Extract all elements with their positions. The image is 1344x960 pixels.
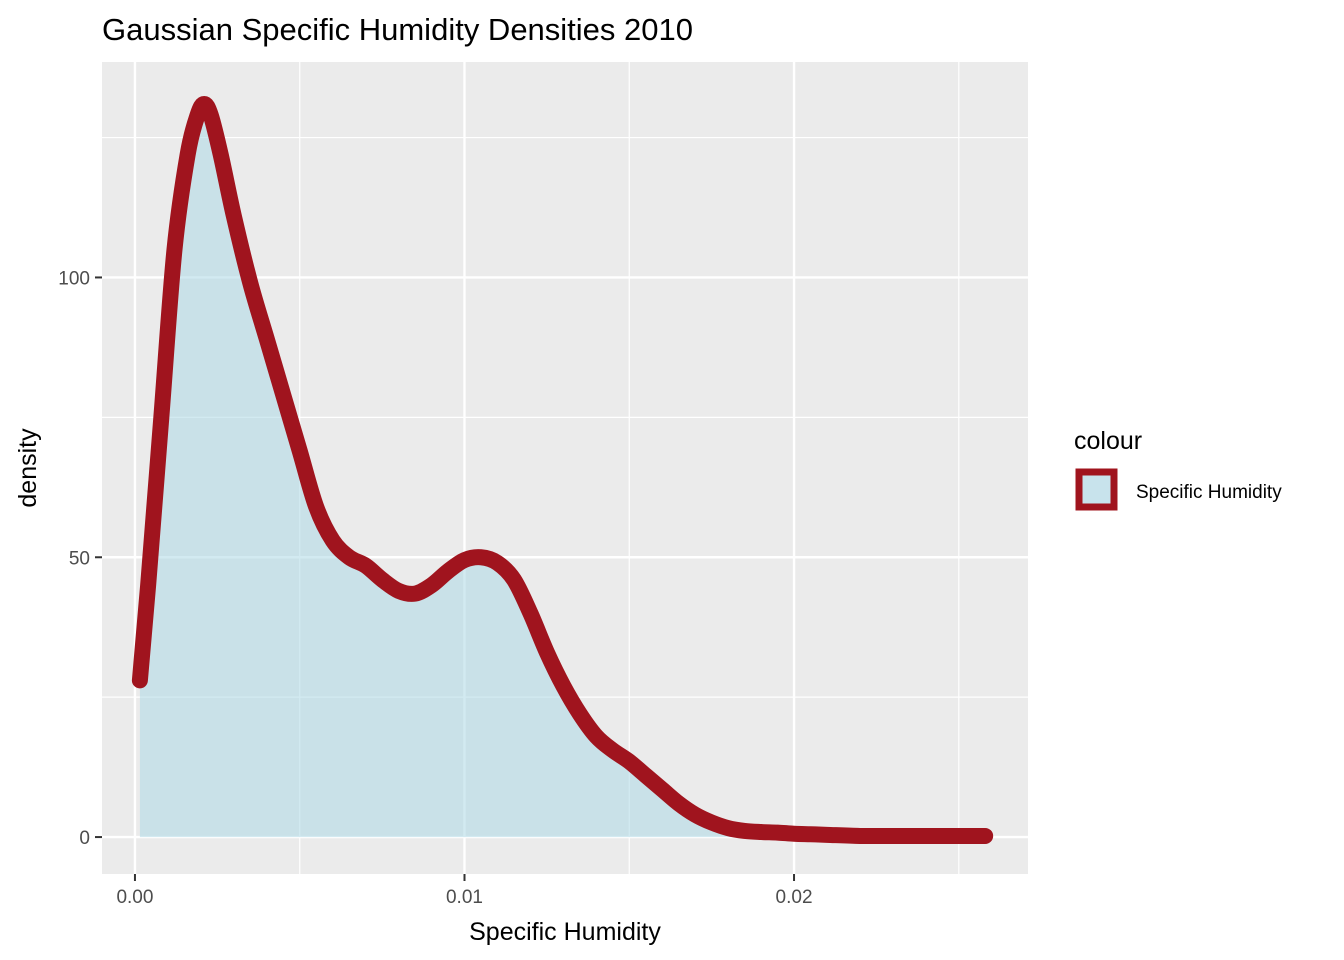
y-axis: 0 50 100: [58, 268, 102, 849]
density-curve-line: [131, 95, 994, 845]
x-tick-label: 0.00: [116, 887, 153, 908]
y-tick-label: 0: [79, 828, 90, 849]
y-tick-label: 50: [69, 548, 90, 569]
legend-title: colour: [1074, 427, 1142, 455]
legend-label-specific-humidity: Specific Humidity: [1136, 482, 1282, 503]
y-axis-title: density: [14, 428, 42, 508]
legend: colour Specific Humidity: [1074, 427, 1282, 511]
x-axis-title: Specific Humidity: [469, 918, 661, 946]
x-tick-label: 0.01: [446, 887, 483, 908]
legend-key-specific-humidity: [1075, 468, 1118, 511]
chart-title: Gaussian Specific Humidity Densities 201…: [102, 12, 693, 47]
x-axis: 0.00 0.01 0.02: [116, 874, 813, 908]
y-tick-label: 100: [58, 268, 90, 289]
density-area-fill: [139, 103, 986, 838]
x-tick-label: 0.02: [776, 887, 813, 908]
